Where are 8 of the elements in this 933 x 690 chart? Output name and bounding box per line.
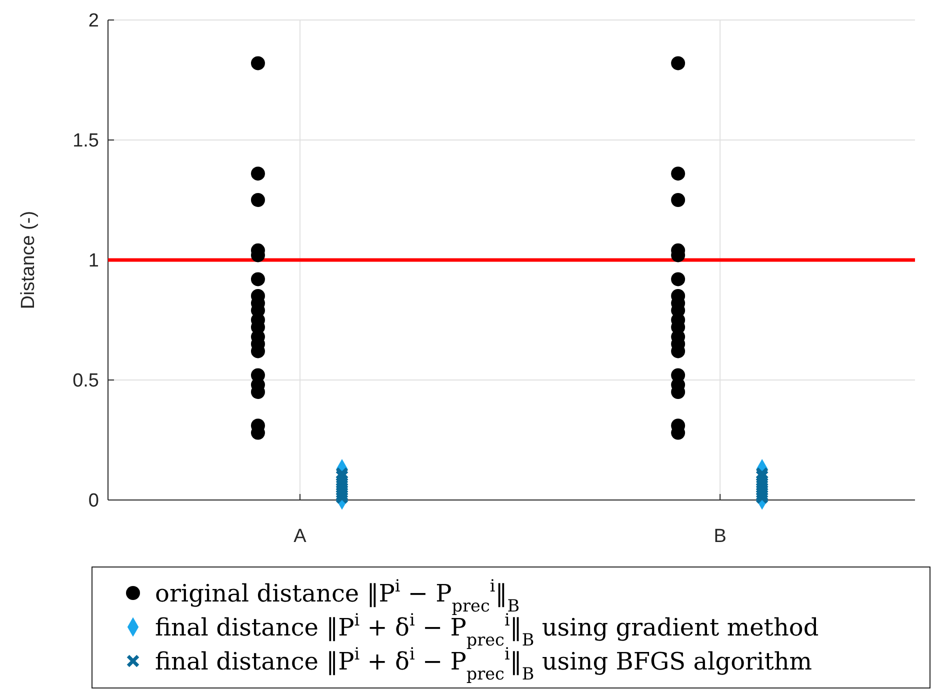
y-tick-label: 0 [88, 490, 99, 512]
x-tick-label: A [294, 526, 307, 547]
y-tick-label: 1.5 [72, 130, 99, 152]
y-tick-label: 2 [88, 10, 99, 32]
y-tick-label: 1 [88, 250, 99, 272]
y-tick-label: 0.5 [72, 370, 99, 392]
y-axis-title: Distance (-) [18, 210, 39, 310]
x-tick-label: B [714, 526, 726, 547]
